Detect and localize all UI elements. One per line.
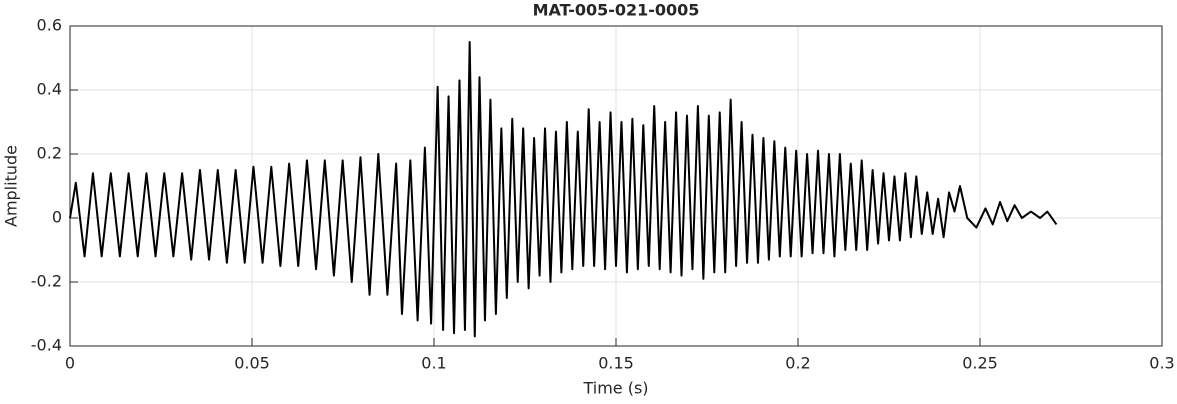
- y-tick-label: 0: [52, 208, 62, 227]
- x-tick-label: 0.2: [785, 354, 810, 373]
- x-tick-label: 0.25: [962, 354, 998, 373]
- y-tick-label: 0.4: [37, 80, 62, 99]
- y-tick-label: 0.2: [37, 144, 62, 163]
- x-tick-label: 0.05: [234, 354, 270, 373]
- x-axis-label: Time (s): [582, 379, 648, 398]
- x-tick-label: 0.15: [598, 354, 634, 373]
- chart-title: MAT-005-021-0005: [533, 1, 700, 20]
- signal-line: [69, 41, 1058, 338]
- plot-frame: [69, 25, 1163, 347]
- x-tick-label: 0.3: [1149, 354, 1174, 373]
- y-tick-label: -0.4: [31, 336, 62, 355]
- x-tick-label: 0.1: [421, 354, 446, 373]
- y-axis-label: Amplitude: [2, 145, 21, 227]
- x-tick-label: 0: [65, 354, 75, 373]
- y-tick-label: 0.6: [37, 16, 62, 35]
- y-tick-label: -0.2: [31, 272, 62, 291]
